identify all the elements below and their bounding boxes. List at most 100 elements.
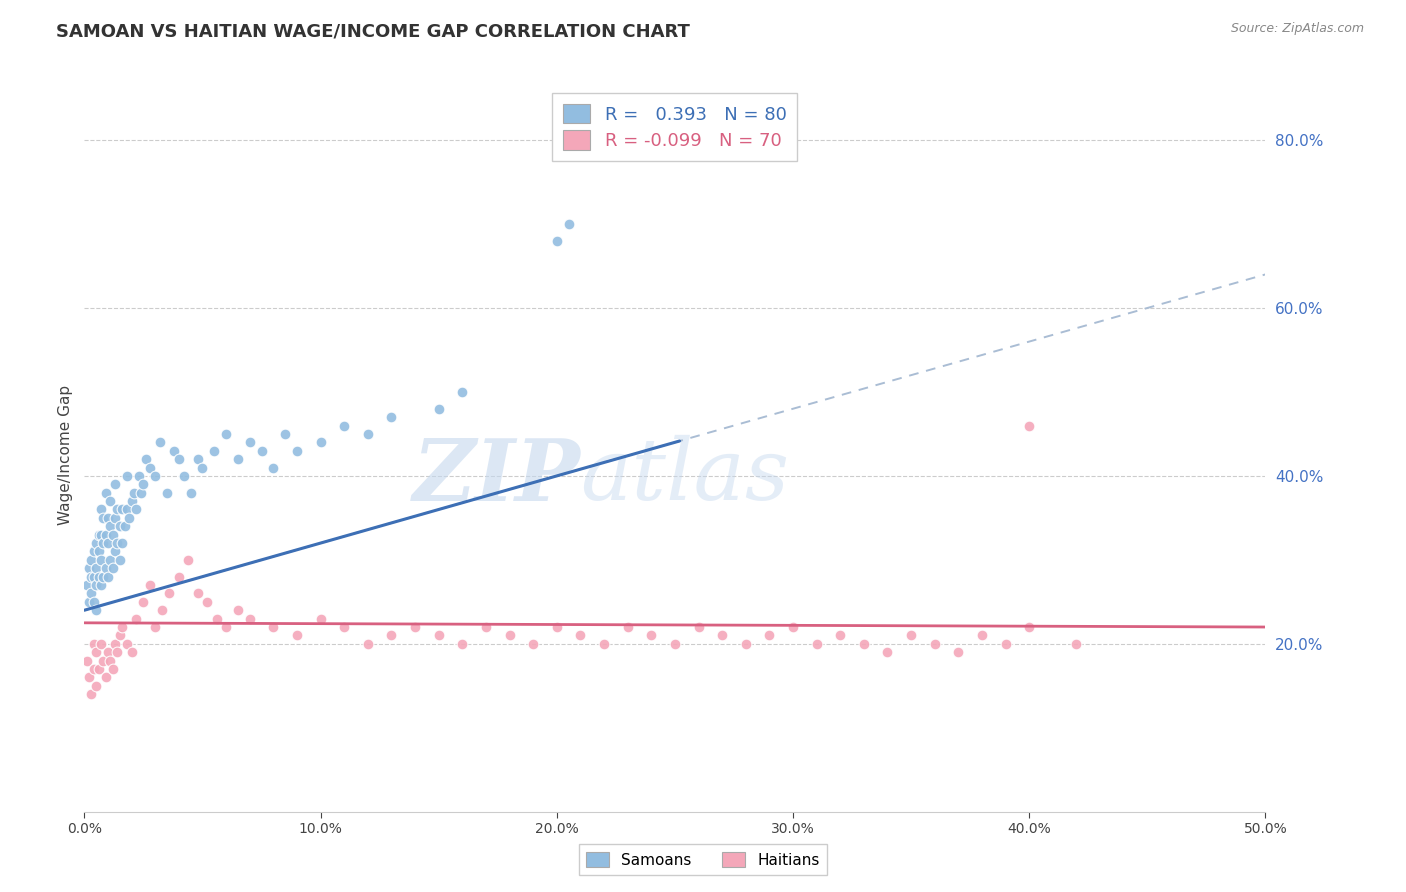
Point: [115, 637, 138, 651]
Text: ZIP: ZIP: [412, 434, 581, 518]
Point: [122, 485, 145, 500]
Point: [427, 401, 450, 416]
Point: [90, 553, 112, 567]
Point: [80, 553, 103, 567]
Point: [121, 645, 143, 659]
Text: SAMOAN VS HAITIAN WAGE/INCOME GAP CORRELATION CHART: SAMOAN VS HAITIAN WAGE/INCOME GAP CORREL…: [56, 22, 690, 40]
Point: [285, 443, 308, 458]
Point: [90, 578, 112, 592]
Point: [163, 443, 186, 458]
Point: [924, 637, 946, 651]
Point: [711, 628, 734, 642]
Point: [195, 595, 218, 609]
Point: [187, 452, 209, 467]
Point: [404, 620, 426, 634]
Point: [522, 637, 544, 651]
Point: [87, 544, 110, 558]
Point: [91, 569, 114, 583]
Point: [101, 662, 124, 676]
Point: [900, 628, 922, 642]
Point: [640, 628, 662, 642]
Point: [285, 628, 308, 642]
Point: [215, 620, 238, 634]
Point: [187, 586, 209, 600]
Point: [101, 527, 124, 541]
Point: [143, 469, 166, 483]
Point: [98, 519, 121, 533]
Point: [806, 637, 828, 651]
Point: [94, 527, 117, 541]
Point: [180, 485, 202, 500]
Point: [90, 527, 112, 541]
Point: [121, 494, 143, 508]
Point: [135, 452, 157, 467]
Point: [84, 536, 107, 550]
Point: [83, 569, 105, 583]
Point: [215, 426, 238, 441]
Point: [90, 637, 112, 651]
Point: [616, 620, 638, 634]
Point: [262, 620, 284, 634]
Point: [104, 637, 127, 651]
Point: [83, 662, 105, 676]
Point: [98, 654, 121, 668]
Point: [149, 435, 172, 450]
Point: [498, 628, 520, 642]
Point: [104, 477, 127, 491]
Point: [83, 544, 105, 558]
Point: [167, 569, 190, 583]
Point: [94, 561, 117, 575]
Point: [111, 620, 134, 634]
Point: [139, 578, 162, 592]
Point: [108, 519, 131, 533]
Point: [262, 460, 284, 475]
Y-axis label: Wage/Income Gap: Wage/Income Gap: [58, 384, 73, 525]
Point: [205, 612, 228, 626]
Point: [83, 637, 105, 651]
Point: [852, 637, 875, 651]
Point: [80, 569, 103, 583]
Point: [84, 679, 107, 693]
Point: [76, 578, 98, 592]
Point: [173, 469, 195, 483]
Point: [309, 435, 332, 450]
Point: [97, 511, 120, 525]
Point: [91, 511, 114, 525]
Point: [226, 452, 249, 467]
Point: [333, 418, 356, 433]
Point: [876, 645, 898, 659]
Point: [758, 628, 780, 642]
Point: [80, 687, 103, 701]
Point: [143, 620, 166, 634]
Point: [111, 502, 134, 516]
Point: [150, 603, 173, 617]
Point: [128, 469, 150, 483]
Point: [333, 620, 356, 634]
Point: [132, 595, 155, 609]
Point: [782, 620, 804, 634]
Point: [77, 670, 100, 684]
Point: [98, 553, 121, 567]
Point: [108, 628, 131, 642]
Point: [101, 561, 124, 575]
Point: [77, 595, 100, 609]
Point: [91, 536, 114, 550]
Point: [226, 603, 249, 617]
Point: [1018, 620, 1040, 634]
Point: [734, 637, 756, 651]
Point: [569, 628, 592, 642]
Point: [107, 536, 129, 550]
Point: [546, 234, 568, 248]
Point: [76, 654, 98, 668]
Point: [202, 443, 225, 458]
Point: [94, 670, 117, 684]
Point: [451, 637, 474, 651]
Point: [970, 628, 993, 642]
Point: [830, 628, 852, 642]
Point: [357, 426, 380, 441]
Point: [90, 502, 112, 516]
Point: [97, 569, 120, 583]
Point: [97, 536, 120, 550]
Point: [427, 628, 450, 642]
Text: atlas: atlas: [581, 435, 790, 517]
